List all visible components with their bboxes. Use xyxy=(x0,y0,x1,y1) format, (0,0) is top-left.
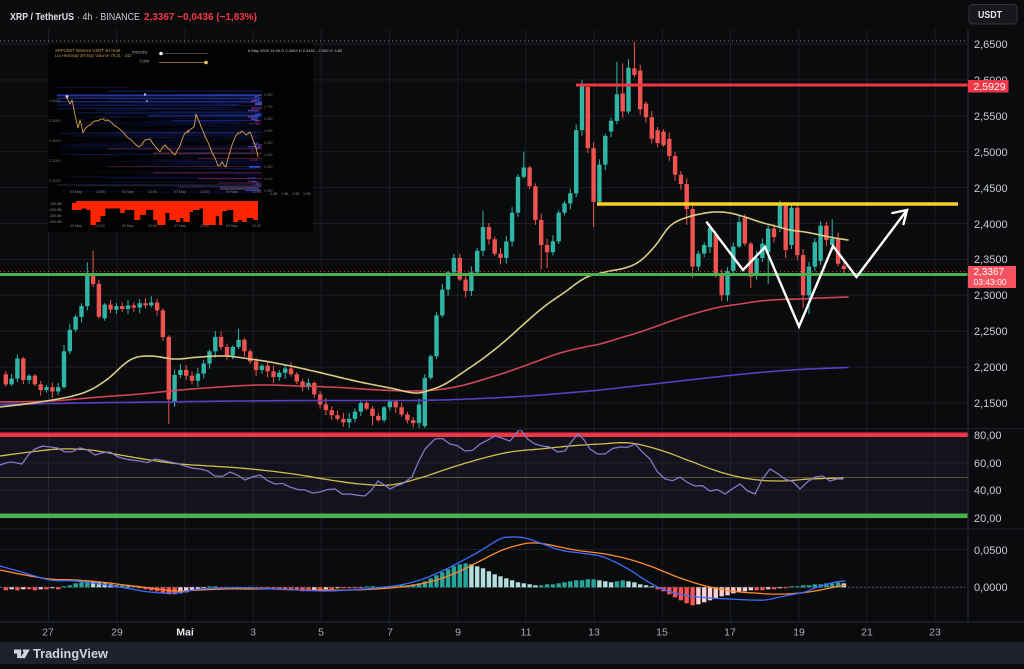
svg-text:2,3367 −0,0436 (−1,83%): 2,3367 −0,0436 (−1,83%) xyxy=(144,11,257,23)
svg-text:07 May: 07 May xyxy=(174,190,186,194)
svg-text:Intensity: Intensity xyxy=(132,49,149,54)
svg-text:2.700: 2.700 xyxy=(264,105,273,109)
svg-text:XRPUSDT Binance USDT 4H Heat: XRPUSDT Binance USDT 4H Heat xyxy=(55,48,121,53)
svg-text:2,2000: 2,2000 xyxy=(974,362,1008,374)
svg-text:3: 3 xyxy=(250,627,256,639)
svg-text:03 May: 03 May xyxy=(70,224,82,228)
svg-text:2,2500: 2,2500 xyxy=(974,326,1008,338)
svg-text:12:00: 12:00 xyxy=(96,224,105,228)
svg-text:12:00: 12:00 xyxy=(200,224,209,228)
svg-text:9: 9 xyxy=(455,627,461,639)
svg-text:2,1500: 2,1500 xyxy=(974,398,1008,410)
svg-text:60,00: 60,00 xyxy=(974,458,1002,470)
svg-text:12:00: 12:00 xyxy=(252,190,261,194)
svg-text:21: 21 xyxy=(861,627,873,639)
svg-text:09 May: 09 May xyxy=(226,190,238,194)
svg-text:0,0000: 0,0000 xyxy=(974,582,1008,594)
svg-text:2.800: 2.800 xyxy=(264,93,273,97)
svg-text:3.0B: 3.0B xyxy=(303,192,311,196)
svg-text:2.000: 2.000 xyxy=(264,189,273,193)
svg-text:09 May: 09 May xyxy=(226,224,238,228)
svg-text:2,5929: 2,5929 xyxy=(974,81,1006,93)
svg-text:-200.0M: -200.0M xyxy=(49,208,62,212)
svg-text:2.2000: 2.2000 xyxy=(49,179,61,183)
svg-text:0.0B: 0.0B xyxy=(270,192,278,196)
svg-text:12:00: 12:00 xyxy=(148,190,157,194)
svg-text:2,3500: 2,3500 xyxy=(974,254,1008,266)
svg-text:2.3000: 2.3000 xyxy=(49,159,61,163)
svg-text:12:00: 12:00 xyxy=(252,224,261,228)
svg-text:2.0B: 2.0B xyxy=(292,192,300,196)
svg-text:03 May: 03 May xyxy=(70,190,82,194)
svg-text:03:43:00: 03:43:00 xyxy=(974,277,1007,287)
svg-text:2.300: 2.300 xyxy=(264,153,273,157)
svg-text:29: 29 xyxy=(111,627,123,639)
svg-text:11: 11 xyxy=(521,627,532,639)
svg-text:-100.0M: -100.0M xyxy=(49,202,62,206)
svg-text:19: 19 xyxy=(793,627,805,639)
svg-text:7: 7 xyxy=(387,627,393,639)
svg-text:13: 13 xyxy=(588,627,600,639)
svg-text:2.600: 2.600 xyxy=(264,117,273,121)
svg-text:05 May: 05 May xyxy=(122,224,134,228)
svg-text:80,00: 80,00 xyxy=(974,430,1002,442)
svg-text:2.500: 2.500 xyxy=(264,129,273,133)
svg-text:17: 17 xyxy=(724,627,736,639)
svg-text:0,0500: 0,0500 xyxy=(974,545,1008,557)
svg-text:12:00: 12:00 xyxy=(96,190,105,194)
svg-text:2,4000: 2,4000 xyxy=(974,219,1008,231)
svg-text:Liq Heatmap 3M Buy Volume 79.2: Liq Heatmap 3M Buy Volume 79.21 - 342 xyxy=(55,53,132,58)
svg-text:2,3000: 2,3000 xyxy=(974,290,1008,302)
svg-text:2.6000: 2.6000 xyxy=(49,99,61,103)
svg-text:2.5000: 2.5000 xyxy=(49,119,61,123)
svg-text:12:00: 12:00 xyxy=(148,224,157,228)
svg-text:12:00: 12:00 xyxy=(200,190,209,194)
svg-text:2.4000: 2.4000 xyxy=(49,139,61,143)
svg-text:2,6500: 2,6500 xyxy=(974,39,1008,51)
svg-text:2.400: 2.400 xyxy=(264,141,273,145)
svg-text:5: 5 xyxy=(318,627,324,639)
svg-text:23: 23 xyxy=(929,627,941,639)
svg-text:07 May: 07 May xyxy=(174,224,186,228)
svg-text:2.100: 2.100 xyxy=(264,177,273,181)
svg-text:6 May 2025 14:00 O 2.3403 H 2.: 6 May 2025 14:00 O 2.3403 H 2.3481 - 2.3… xyxy=(248,48,343,53)
svg-text:· 4h · BINANCE: · 4h · BINANCE xyxy=(77,11,140,23)
svg-text:2,4500: 2,4500 xyxy=(974,183,1008,195)
svg-text:XRP / TetherUS: XRP / TetherUS xyxy=(10,11,74,23)
svg-text:-400.0M: -400.0M xyxy=(49,220,62,224)
svg-text:2,5500: 2,5500 xyxy=(974,111,1008,123)
svg-text:USDT: USDT xyxy=(978,10,1002,21)
svg-text:40,00: 40,00 xyxy=(974,485,1002,497)
svg-text:15: 15 xyxy=(656,627,668,639)
svg-text:Color: Color xyxy=(140,59,151,64)
svg-text:1.0B: 1.0B xyxy=(281,192,289,196)
svg-text:2,5000: 2,5000 xyxy=(974,147,1008,159)
svg-text:2.200: 2.200 xyxy=(264,165,273,169)
svg-text:20,00: 20,00 xyxy=(974,513,1002,525)
svg-text:2,3367: 2,3367 xyxy=(974,267,1005,278)
svg-text:TradingView: TradingView xyxy=(33,646,108,661)
svg-text:-300.0M: -300.0M xyxy=(49,214,62,218)
svg-text:05 May: 05 May xyxy=(122,190,134,194)
svg-text:Mai: Mai xyxy=(176,627,194,639)
svg-text:27: 27 xyxy=(42,627,54,639)
